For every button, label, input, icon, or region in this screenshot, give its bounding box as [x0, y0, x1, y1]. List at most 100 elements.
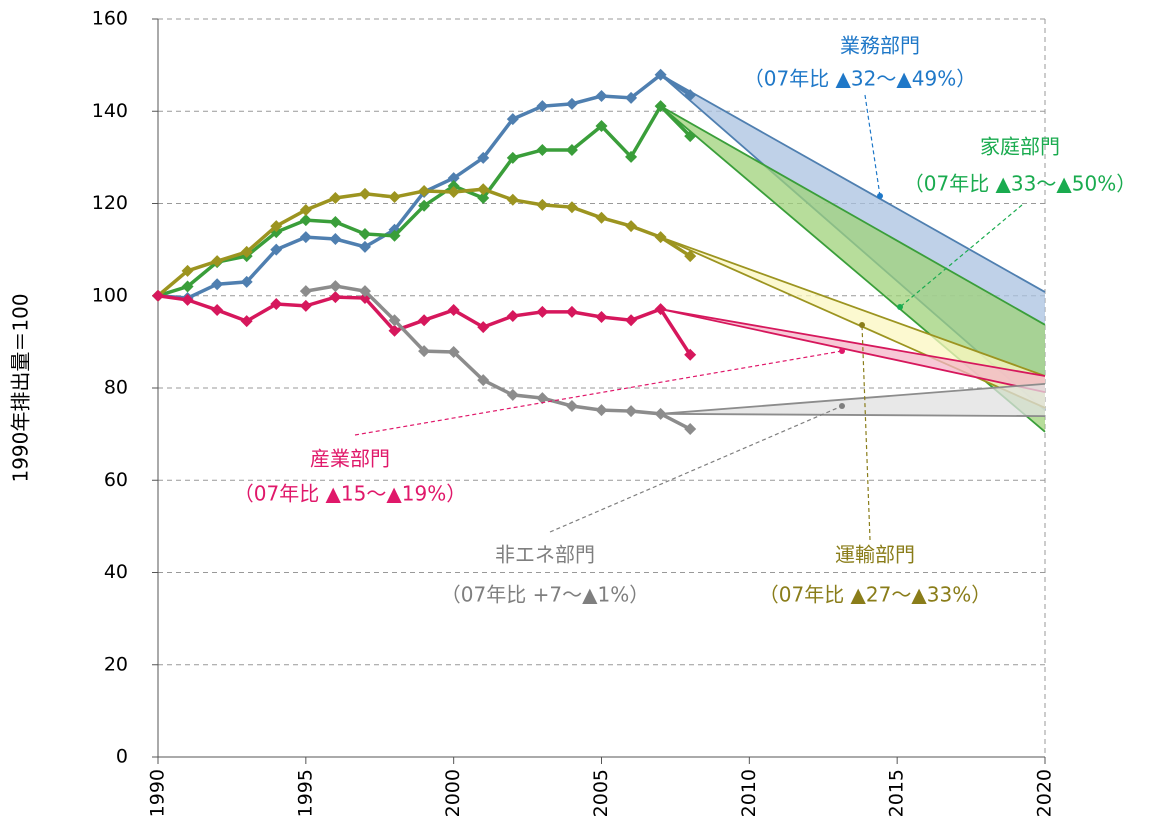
- marker: [211, 304, 224, 317]
- series-note: （07年比 ▲27～▲33%）: [759, 583, 991, 607]
- marker: [625, 150, 638, 163]
- series-label: 家庭部門: [980, 135, 1060, 159]
- y-tick-label: 120: [92, 192, 128, 214]
- marker: [595, 404, 608, 417]
- y-tick-label: 160: [92, 8, 128, 30]
- marker: [418, 199, 431, 212]
- projection-line: [660, 382, 1046, 415]
- leader-dot: [859, 322, 865, 328]
- marker: [684, 423, 697, 436]
- marker: [329, 233, 342, 246]
- leader-line: [354, 350, 843, 436]
- marker: [595, 211, 608, 224]
- marker: [388, 324, 401, 337]
- marker: [329, 280, 342, 293]
- marker: [358, 187, 371, 200]
- marker: [684, 89, 697, 102]
- marker: [388, 314, 401, 327]
- marker: [358, 227, 371, 240]
- leader-dot: [839, 403, 845, 409]
- marker: [181, 280, 194, 293]
- marker: [506, 193, 519, 206]
- projection-line: [660, 236, 1046, 409]
- series-label: 産業部門: [310, 447, 390, 471]
- projection-line: [660, 105, 1046, 326]
- marker: [536, 100, 549, 113]
- marker: [477, 191, 490, 204]
- marker: [654, 303, 667, 316]
- marker: [654, 231, 667, 244]
- marker: [684, 348, 697, 361]
- marker: [684, 250, 697, 263]
- projection-line: [660, 308, 1046, 377]
- marker: [565, 399, 578, 412]
- marker: [565, 305, 578, 318]
- marker: [477, 321, 490, 334]
- marker: [654, 68, 667, 81]
- marker: [240, 315, 253, 328]
- marker: [418, 345, 431, 358]
- projection-line: [660, 236, 1046, 377]
- marker: [329, 215, 342, 228]
- y-tick-label: 20: [104, 653, 128, 675]
- y-tick-label: 100: [92, 284, 128, 306]
- marker: [299, 214, 312, 227]
- marker: [270, 220, 283, 233]
- marker: [329, 291, 342, 304]
- y-tick-label: 140: [92, 100, 128, 122]
- marker: [625, 220, 638, 233]
- series-label: 非エネ部門: [495, 543, 595, 567]
- projection-line: [660, 412, 1046, 418]
- leader-line: [861, 324, 871, 541]
- marker: [270, 298, 283, 311]
- x-tick-label: 2005: [590, 769, 612, 817]
- marker: [536, 143, 549, 156]
- leader-dot: [839, 348, 845, 354]
- marker: [654, 100, 667, 113]
- marker: [240, 275, 253, 288]
- series-label: 運輸部門: [835, 543, 915, 567]
- marker: [536, 392, 549, 405]
- marker: [388, 229, 401, 242]
- marker: [299, 285, 312, 298]
- marker: [477, 374, 490, 387]
- marker: [565, 201, 578, 214]
- leader-line: [549, 405, 843, 533]
- y-tick-label: 0: [116, 746, 128, 768]
- x-tick-label: 1995: [294, 769, 316, 817]
- marker: [358, 240, 371, 253]
- leader-dot: [897, 304, 903, 310]
- marker: [388, 191, 401, 204]
- marker: [299, 231, 312, 244]
- y-tick-label: 80: [104, 377, 128, 399]
- leader-line: [864, 94, 881, 197]
- marker: [684, 130, 697, 143]
- marker: [565, 97, 578, 110]
- marker: [447, 185, 460, 198]
- series-note: （07年比 ▲15～▲19%）: [234, 482, 466, 506]
- marker: [270, 243, 283, 256]
- marker: [506, 388, 519, 401]
- marker: [625, 91, 638, 104]
- marker: [595, 120, 608, 133]
- y-axis-label: 1990年排出量＝100: [9, 293, 33, 482]
- marker: [506, 310, 519, 323]
- marker: [152, 289, 164, 302]
- projection-line: [660, 74, 1046, 293]
- marker: [418, 185, 431, 198]
- marker: [536, 198, 549, 211]
- marker: [211, 278, 224, 291]
- x-tick-label: 2020: [1034, 769, 1056, 817]
- x-tick-label: 2010: [738, 769, 760, 817]
- marker: [447, 346, 460, 359]
- marker: [181, 293, 194, 306]
- marker: [418, 314, 431, 327]
- marker: [211, 255, 224, 268]
- leader-line: [899, 204, 1023, 308]
- marker: [625, 314, 638, 327]
- series-note: （07年比 ▲32～▲49%）: [744, 67, 976, 91]
- marker: [477, 151, 490, 164]
- marker: [447, 172, 460, 185]
